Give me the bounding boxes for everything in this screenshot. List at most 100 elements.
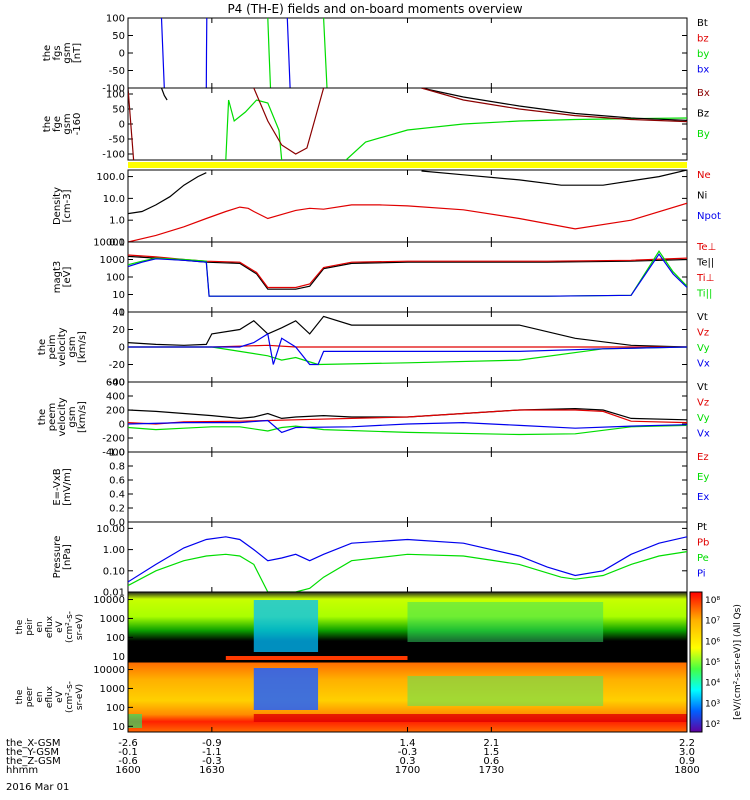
y-axis-label: eflux	[45, 685, 55, 708]
y-tick-label: 10000	[93, 238, 125, 249]
legend-entry: Pt	[697, 522, 707, 533]
spectrogram-feature	[225, 656, 408, 660]
y-tick-label: 10.00	[96, 524, 125, 535]
x-tick-label: 0.3	[400, 756, 416, 767]
y-tick-label: -400	[102, 448, 125, 459]
x-tick-label: 1600	[115, 765, 140, 776]
y-axis-label: [nT]	[72, 43, 83, 63]
y-tick-label: 1000	[100, 614, 125, 625]
spectrogram-feature	[253, 714, 687, 722]
series-line-Vx	[128, 332, 687, 366]
y-tick-label: -40	[109, 378, 125, 389]
y-tick-label: 50	[112, 105, 125, 116]
y-axis-label: gsm	[62, 42, 73, 63]
y-axis-label: (cm²-s-	[65, 681, 75, 713]
series-line-Vt	[128, 315, 687, 348]
legend-entry: Vx	[697, 359, 710, 370]
series-line-Vt	[128, 407, 687, 421]
legend-entry: Ti⊥	[696, 273, 714, 284]
series-line-by	[323, 18, 328, 88]
y-tick-label: 10000	[93, 665, 125, 676]
panel-frame-temp	[127, 241, 688, 313]
y-tick-label: 10	[112, 722, 125, 733]
series-line-bx	[160, 18, 165, 88]
y-tick-label: -50	[109, 135, 125, 146]
series-line-By	[225, 99, 283, 160]
y-axis-label: [nPa]	[62, 544, 73, 570]
y-tick-label: 1.0	[109, 216, 125, 227]
legend-entry: By	[697, 129, 710, 140]
y-tick-label: 0.0	[109, 518, 125, 529]
colorbar-tick-label: 10⁸	[705, 596, 720, 606]
y-tick-label: 0	[119, 49, 125, 60]
series-line-Te⊥	[128, 254, 687, 289]
spectrogram-peer	[128, 662, 687, 732]
legend-entry: Vz	[697, 398, 709, 409]
y-axis-label: velocity	[57, 327, 68, 366]
y-tick-label: 0.2	[109, 504, 125, 515]
x-tick-label: 1.4	[400, 738, 416, 749]
y-tick-label: 10	[112, 290, 125, 301]
y-axis-label: velocity	[57, 397, 68, 436]
legend-entry: Pb	[697, 538, 709, 549]
y-axis-label: gsm	[62, 113, 73, 134]
y-tick-label: 0	[119, 120, 125, 131]
y-tick-label: 100.0	[96, 172, 125, 183]
series-line-bx	[286, 18, 291, 88]
legend-entry: Vt	[697, 312, 708, 323]
x-tick-label: 2.1	[483, 738, 499, 749]
y-axis-label: (cm²-s-	[65, 611, 75, 643]
y-tick-label: -50	[109, 66, 125, 77]
legend-entry: Vy	[697, 413, 710, 424]
y-axis-label: [mV/m]	[62, 468, 73, 506]
y-tick-label: 100	[106, 273, 125, 284]
x-tick-label: -0.1	[118, 747, 138, 758]
x-tick-label: 0.6	[483, 756, 499, 767]
legend-entry: Te||	[696, 258, 714, 269]
x-tick-label: 0.9	[679, 756, 695, 767]
series-line-Bz	[128, 88, 135, 160]
y-axis-label: [km/s]	[77, 331, 88, 363]
y-axis-label: [eV]	[62, 267, 73, 288]
x-tick-label: 1700	[395, 765, 420, 776]
y-tick-label: 40	[112, 308, 125, 319]
legend-entry: Ex	[697, 492, 709, 503]
legend-entry: Ne	[697, 170, 711, 181]
y-axis-label: fge	[52, 116, 63, 132]
y-tick-label: 10	[112, 652, 125, 663]
y-axis-label: eV	[55, 620, 65, 633]
x-tick-label: 1.5	[483, 747, 499, 758]
y-axis-label: [km/s]	[77, 401, 88, 433]
series-line-By	[345, 117, 687, 160]
y-axis-label: eV	[55, 690, 65, 703]
spectrogram-feature	[407, 602, 604, 642]
panel-frame-efield	[127, 451, 688, 523]
series-group-pressure	[128, 536, 687, 592]
y-tick-label: 10000	[93, 595, 125, 606]
y-axis-label: en	[35, 691, 45, 702]
legend-entry: Vz	[697, 328, 709, 339]
series-group-density	[128, 170, 687, 242]
colorbar-tick-label: 10⁵	[705, 658, 720, 668]
series-line-Pe	[128, 551, 687, 592]
colorbar-tick-label: 10²	[705, 720, 720, 730]
x-tick-label: 2.2	[679, 738, 695, 749]
x-axis-row-label: the_X-GSM	[6, 738, 60, 749]
y-tick-label: 50	[112, 31, 125, 42]
colorbar-tick-label: 10⁶	[705, 637, 720, 647]
legend-entry: Npot	[697, 211, 721, 222]
colorbar-label: [eV/(cm²-s-sr-eV)] (All Qs)	[733, 604, 743, 720]
legend-entry: Pi	[697, 569, 706, 580]
colorbar-tick-label: 10⁷	[705, 617, 720, 627]
x-tick-label: 1730	[479, 765, 504, 776]
y-tick-label: -100	[102, 150, 125, 161]
y-tick-label: 0.1	[109, 238, 125, 249]
colorbar-tick-label: 10³	[705, 699, 720, 709]
spectrogram-feature	[128, 714, 142, 728]
series-line-by	[267, 18, 272, 88]
status-flag-bar	[128, 162, 687, 168]
y-axis-label: [cm-3]	[62, 189, 73, 222]
y-tick-label: -20	[109, 360, 125, 371]
